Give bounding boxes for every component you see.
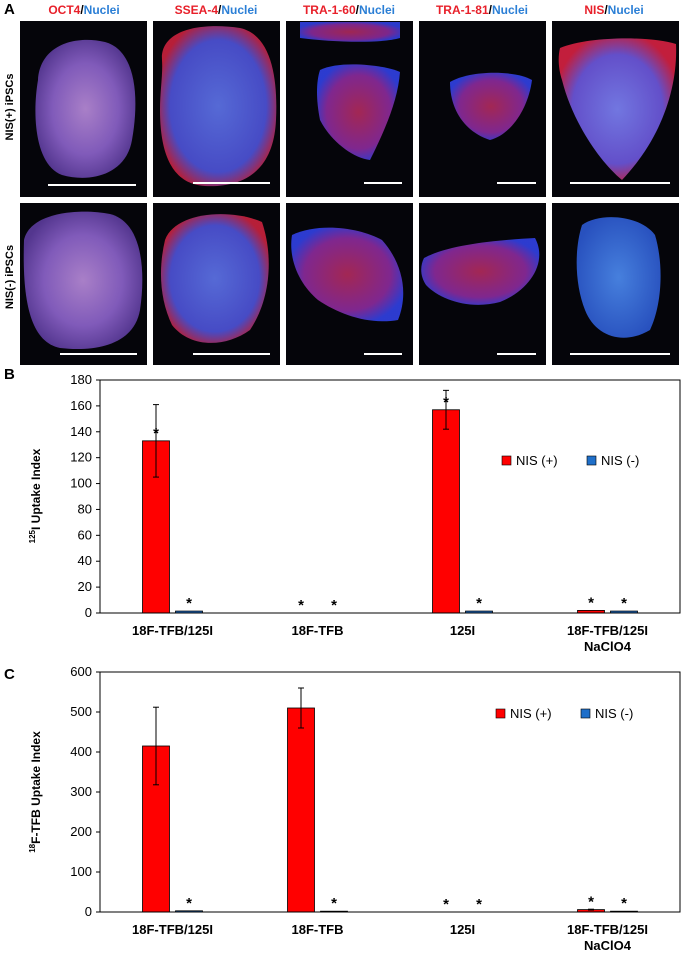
chart-b-legend-swatch-1 [586,455,597,466]
chart-c-ylabel: 18F-TFB Uptake Index [28,731,43,853]
stain-title-ssea4: SSEA-4/Nuclei [175,3,258,17]
micrograph-tra181-nis-neg [419,203,546,365]
chart-b-ytick-label: 60 [78,527,92,542]
stain-title-tra181: TRA-1-81/Nuclei [436,3,528,17]
chart-c-category-label: NaClO4 [584,938,632,953]
chart-c-significance-star: * [621,895,627,912]
chart-c-ytick-label: 600 [70,664,92,679]
micrograph-tra160-nis-neg [286,203,413,365]
stain-title-oct4: OCT4/Nuclei [48,3,119,17]
chart-b-ytick-label: 0 [85,605,92,620]
chart-b-ytick-label: 120 [70,450,92,465]
chart-b-ytick-label: 20 [78,579,92,594]
micrograph-ssea4-nis-neg [153,203,280,365]
chart-c-significance-star: * [331,895,337,912]
chart-b-significance-star: * [298,597,304,614]
chart-b-significance-star: * [443,394,449,411]
micrograph-nis-nis-pos [552,21,679,197]
chart-b-significance-star: * [621,595,627,612]
micrograph-tra181-nis-pos [419,21,546,197]
micrograph-ssea4-nis-pos [153,21,280,197]
chart-c-ytick-label: 0 [85,904,92,919]
chart-b-significance-star: * [186,595,192,612]
stain-title-tra160: TRA-1-60/Nuclei [303,3,395,17]
chart-c-significance-star: * [476,896,482,913]
chart-b-ytick-label: 40 [78,553,92,568]
chart-c-ytick-label: 100 [70,864,92,879]
chart-b-significance-star: * [476,595,482,612]
chart-b-category-label: 18F-TFB/125I [567,623,648,638]
chart-c-ytick-label: 500 [70,704,92,719]
chart-c-ytick-label: 400 [70,744,92,759]
chart-c-ytick-label: 300 [70,784,92,799]
chart-b-ytick-label: 100 [70,476,92,491]
chart-b-ylabel: 125I Uptake Index [28,448,43,543]
chart-b-category-label: 125I [450,623,475,638]
row-label-nis-pos: NIS(+) iPSCs [4,74,16,141]
panel-letter-a: A [4,1,15,18]
chart-c: 0 100 200 300 400 500 600 * 18F-TFB/125I * 18F-TFB… [70,664,680,953]
chart-c-significance-star: * [443,896,449,913]
chart-c-legend-label-1: NIS (-) [595,706,633,721]
micrograph-nis-nis-neg [552,203,679,365]
chart-b-legend-label-0: NIS (+) [516,453,558,468]
chart-c-significance-star: * [186,895,192,912]
chart-c-ytick-label: 200 [70,824,92,839]
chart-b-frame [99,379,681,614]
chart-c-legend-swatch-0 [495,708,506,719]
chart-b-ytick-label: 160 [70,398,92,413]
stain-title-nis: NIS/Nuclei [584,3,643,17]
chart-b-bar-nis-pos-2 [432,409,460,614]
panel-letter-b: B [4,366,15,383]
chart-b-significance-star: * [331,597,337,614]
chart-b-ytick-label: 140 [70,424,92,439]
chart-c-frame [99,671,681,913]
chart-b-significance-star: * [153,425,159,442]
chart-b-ytick-label: 180 [70,372,92,387]
chart-c-significance-star: * [588,894,594,911]
chart-b-category-label: NaClO4 [584,639,632,654]
chart-c-legend-label-0: NIS (+) [510,706,552,721]
micrograph-oct4-nis-neg [20,203,147,365]
chart-c-legend-swatch-1 [580,708,591,719]
chart-c-bar-nis-pos-1 [287,707,315,913]
chart-c-category-label: 18F-TFB/125I [132,922,213,937]
chart-b-legend-swatch-0 [501,455,512,466]
chart-b-significance-star: * [588,594,594,611]
row-label-nis-neg: NIS(-) iPSCs [4,245,16,309]
stain-titles: OCT4/Nuclei SSEA-4/Nuclei TRA-1-60/Nucle… [48,3,643,17]
chart-b-ytick-label: 80 [78,501,92,516]
chart-b-category-label: 18F-TFB/125I [132,623,213,638]
panel-letter-c: C [4,666,15,683]
chart-b-category-label: 18F-TFB [292,623,344,638]
chart-c-category-label: 18F-TFB [292,922,344,937]
chart-c-category-label: 125I [450,922,475,937]
chart-c-category-label: 18F-TFB/125I [567,922,648,937]
chart-b: 0 20 40 60 80 100 120 140 160 180 * * 18F-TFB/125I * *… [70,372,680,654]
micrograph-tra160-nis-pos [286,21,413,197]
micrograph-oct4-nis-pos [20,21,147,197]
chart-b-legend-label-1: NIS (-) [601,453,639,468]
micrograph-grid [20,21,679,365]
